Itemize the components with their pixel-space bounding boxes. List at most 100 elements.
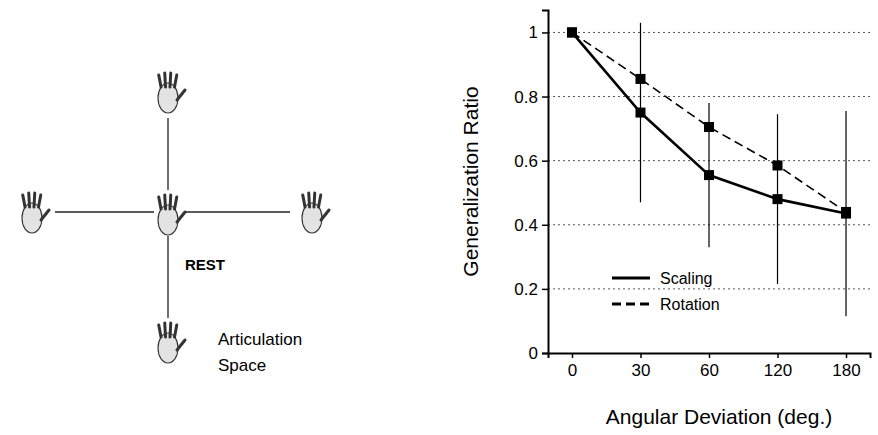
y-tick: 0.4 (514, 216, 548, 235)
hand-finger (169, 195, 173, 209)
marker (773, 160, 783, 170)
y-tick-mark (542, 289, 548, 291)
x-tick-mark (846, 353, 848, 358)
x-tick-label: 30 (632, 361, 651, 380)
grid-line (548, 32, 870, 33)
x-tick: 30 (632, 353, 651, 380)
hand-finger (39, 195, 41, 207)
plot-area (567, 23, 851, 316)
marker (841, 207, 851, 217)
hand-icon (158, 195, 185, 235)
x-tick: 60 (700, 353, 719, 380)
y-tick: 0 (529, 344, 548, 363)
hand-thumb (321, 210, 329, 220)
y-tick: 0.6 (514, 152, 548, 171)
hand-finger (175, 75, 177, 87)
legend-swatch (612, 277, 650, 280)
x-tick-label: 120 (764, 361, 792, 380)
marker (567, 27, 577, 37)
series-1 (567, 27, 851, 217)
y-axis-title: Generalization Ratio (459, 86, 482, 276)
hand-finger (23, 195, 25, 207)
x-tick-label: 0 (568, 361, 577, 380)
hand-finger (313, 193, 317, 207)
marker (635, 108, 645, 118)
axis-line (167, 236, 168, 318)
x-axis-line (549, 354, 871, 359)
grid (548, 32, 870, 288)
hand-icon (22, 193, 49, 233)
space-label: ArticulationSpace (218, 330, 302, 375)
y-tick: 1 (529, 23, 548, 42)
hand-thumb (177, 90, 185, 100)
x-tick-mark (572, 353, 574, 358)
y-tick-mark (542, 96, 548, 98)
hand-finger (175, 197, 177, 209)
series-line (572, 32, 846, 212)
legend-label: Scaling (660, 270, 712, 287)
hand-finger (27, 193, 31, 207)
center-label: REST (185, 256, 225, 273)
x-axis-title: Angular Deviation (deg.) (606, 405, 832, 428)
hand-finger (169, 73, 173, 87)
y-axis: 0 0.2 0.4 0.6 0.8 1 (514, 11, 548, 363)
figure: REST ArticulationSpace 0 0.2 0.4 0.6 0.8 1 0 30 60… (0, 0, 878, 435)
grid-line (548, 288, 870, 289)
hand-thumb (177, 340, 185, 350)
hand-thumb (177, 212, 185, 222)
hand-icon (158, 323, 185, 363)
y-tick-label: 0 (529, 344, 538, 363)
y-tick: 0.2 (514, 280, 548, 299)
y-tick: 0.8 (514, 87, 548, 106)
marker (567, 27, 577, 37)
hand-thumb (41, 210, 49, 220)
x-tick-label: 180 (832, 361, 860, 380)
x-axis: 0 30 60 120 180 (549, 353, 871, 380)
hand-finger (303, 195, 305, 207)
marker (704, 170, 714, 180)
y-axis-line (542, 11, 549, 354)
y-tick-mark (542, 353, 548, 355)
series-line (572, 32, 846, 213)
hand-finger (163, 73, 167, 87)
hand-finger (33, 193, 37, 207)
y-tick-label: 1 (529, 23, 538, 42)
y-tick-mark (542, 225, 548, 227)
x-tick: 180 (832, 353, 860, 380)
articulation-diagram: REST ArticulationSpace (22, 73, 329, 375)
x-tick-label: 60 (700, 361, 719, 380)
hand-finger (159, 75, 161, 87)
line-chart: 0 0.2 0.4 0.6 0.8 1 0 30 60 120 180 Generalization … (459, 11, 871, 429)
marker (773, 194, 783, 204)
y-tick-label: 0.2 (514, 280, 538, 299)
hand-finger (307, 193, 311, 207)
x-tick: 120 (764, 353, 792, 380)
y-tick-mark (542, 32, 548, 34)
hand-finger (163, 195, 167, 209)
marker (635, 74, 645, 84)
y-tick-mark (542, 160, 548, 162)
x-tick-mark (640, 353, 642, 358)
x-tick-mark (709, 353, 711, 358)
hand-finger (159, 197, 161, 209)
hand-finger (319, 195, 321, 207)
hand-icon (302, 193, 329, 233)
y-tick-label: 0.4 (514, 216, 538, 235)
axis-line (167, 118, 168, 190)
legend-label: Rotation (660, 296, 720, 313)
hand-finger (175, 325, 177, 337)
x-tick-mark (777, 353, 779, 358)
x-tick: 0 (568, 353, 577, 380)
hand-finger (163, 323, 167, 337)
grid-line (548, 96, 870, 97)
y-tick-label: 0.6 (514, 152, 538, 171)
hand-icon (158, 73, 185, 113)
legend-swatch (612, 303, 650, 306)
legend: Scaling Rotation (612, 270, 720, 313)
axis-line (55, 211, 154, 212)
marker (704, 122, 714, 132)
hand-finger (159, 325, 161, 337)
series-0 (567, 23, 851, 316)
y-tick-label: 0.8 (514, 87, 538, 106)
axis-line (184, 211, 290, 212)
